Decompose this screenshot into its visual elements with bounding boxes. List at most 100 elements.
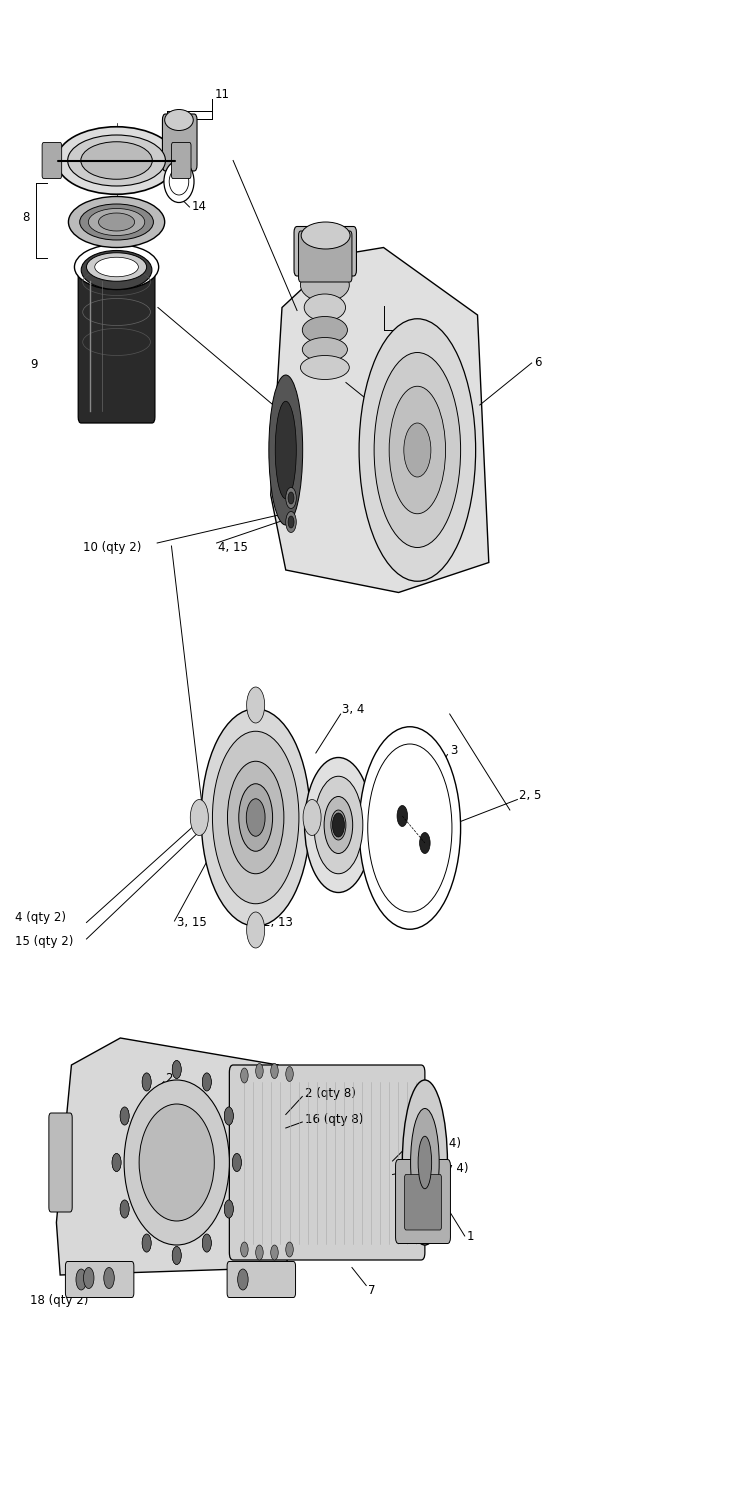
Text: 1: 1: [466, 1230, 474, 1242]
Polygon shape: [56, 1038, 297, 1275]
Ellipse shape: [390, 387, 445, 513]
Circle shape: [202, 1072, 211, 1090]
Text: 3: 3: [450, 744, 457, 756]
Text: 18 (qty 2): 18 (qty 2): [30, 1294, 89, 1306]
Ellipse shape: [359, 728, 460, 928]
Circle shape: [288, 516, 294, 528]
Text: 3, 15: 3, 15: [177, 916, 207, 928]
Ellipse shape: [80, 204, 153, 240]
Circle shape: [247, 912, 265, 948]
Circle shape: [76, 1269, 86, 1290]
Circle shape: [271, 1245, 278, 1260]
Text: 6: 6: [534, 357, 541, 369]
Ellipse shape: [95, 258, 138, 276]
Text: 2 (qty 8): 2 (qty 8): [305, 1088, 356, 1100]
Ellipse shape: [314, 777, 363, 873]
Text: —12: —12: [129, 264, 156, 276]
Circle shape: [224, 1200, 233, 1218]
Circle shape: [332, 813, 344, 837]
Ellipse shape: [74, 244, 159, 290]
FancyBboxPatch shape: [405, 1174, 441, 1230]
Circle shape: [286, 1242, 293, 1257]
Ellipse shape: [275, 402, 296, 498]
Circle shape: [142, 1072, 151, 1090]
Circle shape: [271, 1064, 278, 1078]
Circle shape: [172, 1246, 181, 1264]
Ellipse shape: [212, 732, 299, 903]
Ellipse shape: [81, 251, 152, 290]
Text: 10 (qty 2): 10 (qty 2): [83, 542, 141, 554]
Circle shape: [112, 1154, 121, 1172]
Circle shape: [120, 1200, 129, 1218]
Ellipse shape: [301, 222, 350, 249]
Ellipse shape: [227, 762, 284, 873]
Circle shape: [104, 1268, 114, 1288]
FancyBboxPatch shape: [171, 142, 191, 178]
Ellipse shape: [331, 810, 346, 840]
Text: 16 (qty 8): 16 (qty 8): [305, 1113, 363, 1125]
Ellipse shape: [164, 160, 194, 202]
Text: 14: 14: [384, 405, 399, 417]
Text: 4 (qty 2): 4 (qty 2): [15, 912, 66, 924]
Text: 4, 15: 4, 15: [218, 542, 248, 554]
Text: 15 (qty 2): 15 (qty 2): [15, 936, 74, 948]
Text: 14: 14: [192, 201, 207, 213]
Text: 2, 5: 2, 5: [519, 789, 541, 801]
Text: 9: 9: [30, 358, 38, 370]
Circle shape: [288, 492, 294, 504]
Ellipse shape: [411, 1108, 439, 1216]
Circle shape: [232, 1154, 241, 1172]
Text: 7: 7: [368, 1284, 376, 1296]
Circle shape: [112, 1154, 121, 1172]
Ellipse shape: [300, 268, 349, 302]
Circle shape: [120, 1107, 129, 1125]
Circle shape: [286, 488, 296, 508]
Circle shape: [190, 800, 208, 836]
Circle shape: [172, 1246, 181, 1264]
Text: 17 (qty 4): 17 (qty 4): [410, 1162, 468, 1174]
Circle shape: [83, 1268, 94, 1288]
Circle shape: [224, 1107, 233, 1125]
Ellipse shape: [86, 252, 147, 282]
Ellipse shape: [368, 744, 452, 912]
Circle shape: [238, 1269, 248, 1290]
FancyBboxPatch shape: [42, 142, 62, 178]
Circle shape: [224, 1107, 233, 1125]
FancyBboxPatch shape: [162, 114, 197, 171]
Circle shape: [172, 1060, 181, 1078]
Ellipse shape: [99, 213, 135, 231]
Circle shape: [172, 1060, 181, 1078]
Ellipse shape: [304, 294, 345, 321]
Ellipse shape: [305, 758, 372, 892]
Ellipse shape: [169, 168, 189, 195]
Ellipse shape: [239, 783, 273, 852]
Polygon shape: [271, 248, 489, 592]
FancyBboxPatch shape: [229, 1065, 425, 1260]
Ellipse shape: [89, 209, 144, 236]
Circle shape: [202, 1072, 211, 1090]
Circle shape: [142, 1234, 151, 1252]
Text: 2: 2: [165, 1072, 173, 1084]
Ellipse shape: [402, 1080, 447, 1245]
Text: 3, 4: 3, 4: [342, 704, 365, 716]
Ellipse shape: [300, 356, 349, 380]
Text: 1 (qty 4): 1 (qty 4): [410, 1137, 461, 1149]
FancyBboxPatch shape: [78, 264, 155, 423]
Circle shape: [142, 1072, 151, 1090]
Ellipse shape: [374, 352, 460, 548]
Circle shape: [120, 1200, 129, 1218]
Text: 8: 8: [23, 211, 30, 223]
Ellipse shape: [324, 796, 353, 853]
Circle shape: [303, 800, 321, 836]
Circle shape: [256, 1064, 263, 1078]
Ellipse shape: [81, 142, 152, 180]
Ellipse shape: [268, 375, 302, 525]
FancyBboxPatch shape: [49, 1113, 72, 1212]
Circle shape: [404, 423, 431, 477]
Ellipse shape: [359, 320, 475, 582]
Circle shape: [397, 806, 408, 826]
Ellipse shape: [302, 316, 347, 344]
FancyBboxPatch shape: [294, 226, 356, 276]
Circle shape: [247, 687, 265, 723]
Ellipse shape: [56, 128, 177, 195]
